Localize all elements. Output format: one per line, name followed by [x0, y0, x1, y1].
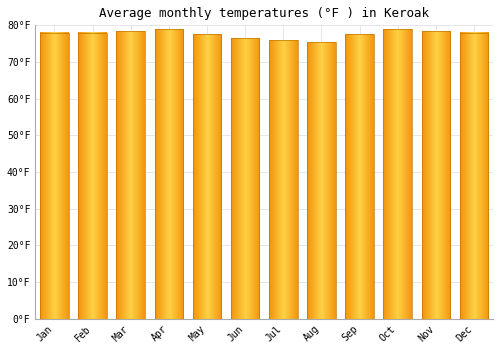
- Bar: [192, 34, 222, 319]
- Bar: [345, 34, 374, 319]
- Bar: [40, 33, 68, 319]
- Bar: [116, 31, 145, 319]
- Bar: [422, 31, 450, 319]
- Bar: [307, 42, 336, 318]
- Title: Average monthly temperatures (°F ) in Keroak: Average monthly temperatures (°F ) in Ke…: [99, 7, 429, 20]
- Bar: [231, 38, 260, 318]
- Bar: [78, 33, 107, 319]
- Bar: [460, 33, 488, 319]
- Bar: [384, 29, 412, 319]
- Bar: [269, 40, 298, 318]
- Bar: [154, 29, 183, 319]
